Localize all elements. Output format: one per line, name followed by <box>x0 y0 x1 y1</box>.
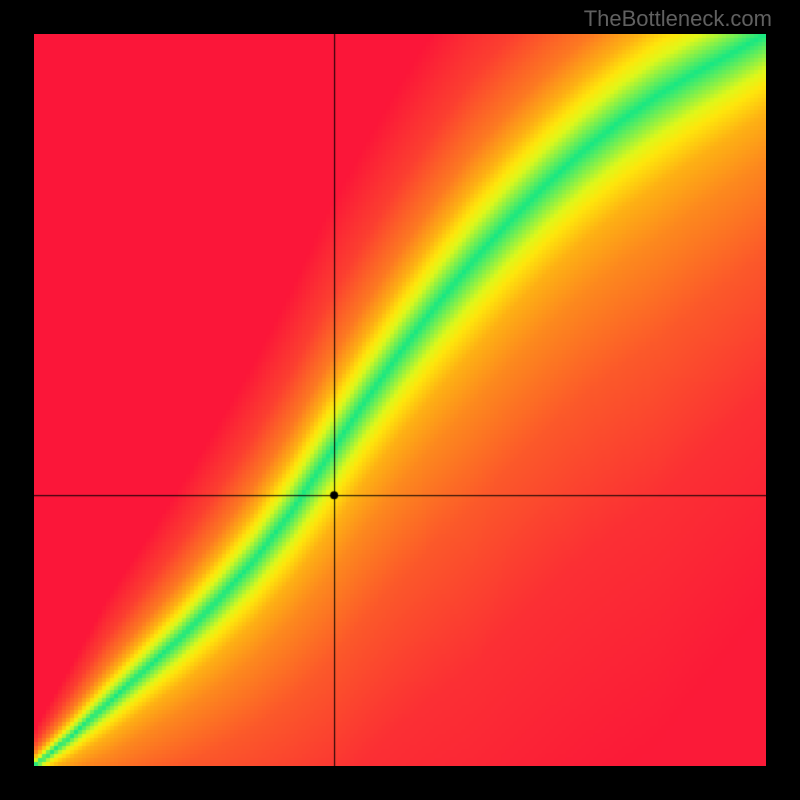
heatmap-plot <box>34 34 766 766</box>
chart-frame: TheBottleneck.com <box>0 0 800 800</box>
watermark-text: TheBottleneck.com <box>584 6 772 32</box>
heatmap-canvas <box>34 34 766 766</box>
